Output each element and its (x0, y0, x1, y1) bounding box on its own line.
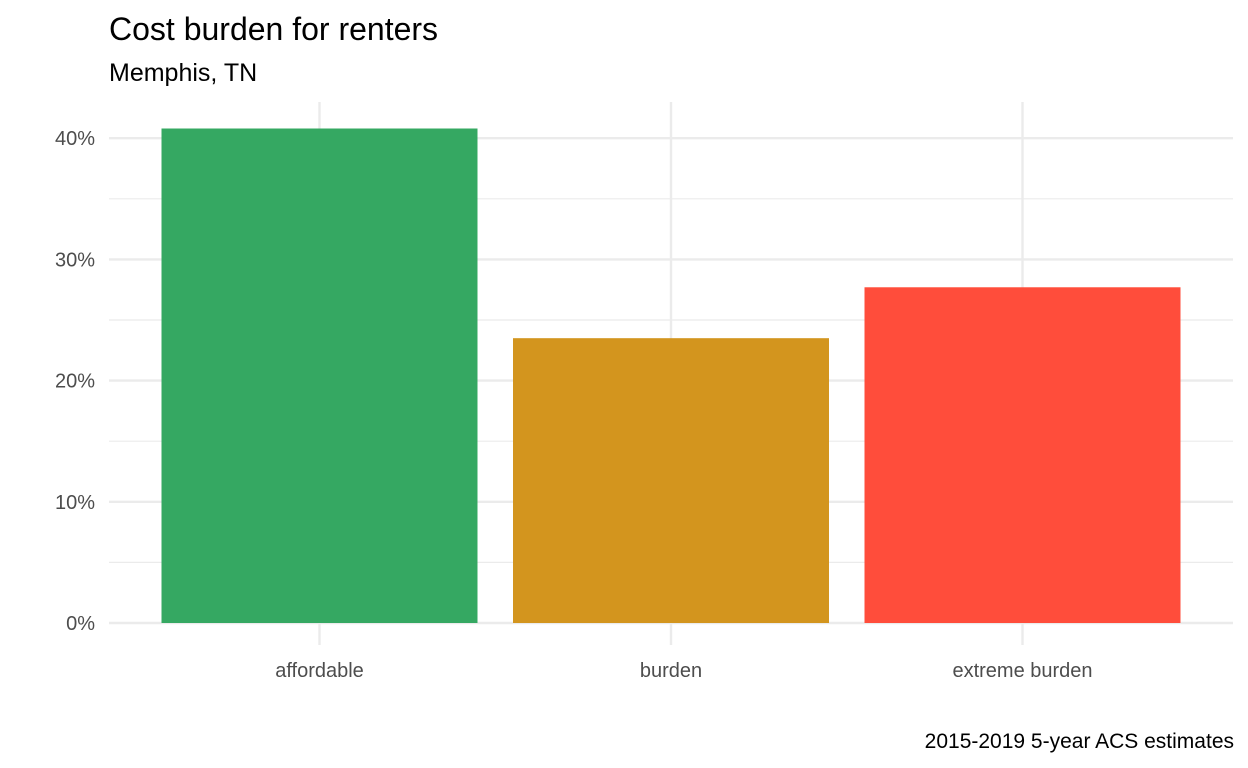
chart-title: Cost burden for renters (109, 11, 439, 47)
y-tick-label: 0% (66, 613, 95, 635)
y-tick-label: 40% (55, 128, 95, 150)
y-axis-tick-labels: 0% 10% 20% 30% 40% (55, 128, 95, 635)
x-tick-label: extreme burden (952, 660, 1092, 682)
y-tick-label: 20% (55, 371, 95, 393)
x-axis-tick-labels: affordable burden extreme burden (275, 660, 1092, 682)
bars (161, 128, 1181, 623)
bar-burden (513, 338, 829, 623)
x-tick-label: affordable (275, 660, 364, 682)
y-tick-label: 30% (55, 249, 95, 271)
bar-extreme-burden (864, 287, 1181, 623)
y-tick-label: 10% (55, 492, 95, 514)
chart-caption: 2015-2019 5-year ACS estimates (924, 730, 1234, 753)
chart-subtitle: Memphis, TN (109, 59, 258, 87)
bar-affordable (161, 128, 478, 623)
x-tick-label: burden (640, 660, 702, 682)
